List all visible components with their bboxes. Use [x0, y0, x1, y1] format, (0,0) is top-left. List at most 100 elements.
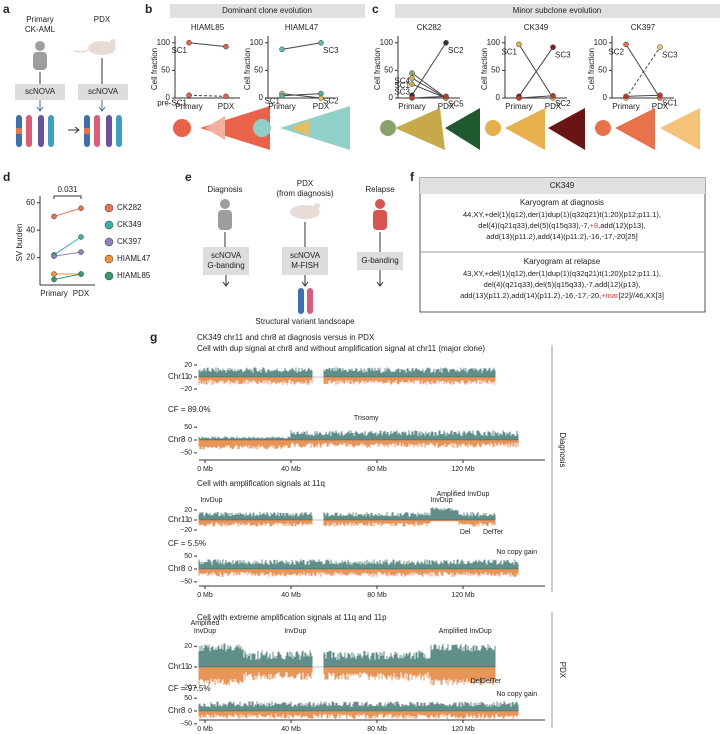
karyotype-line: del(4)(q21q33),del(5)(q15q33),-7,add(12)…: [484, 280, 641, 289]
header: Dominant clone evolution: [222, 6, 312, 15]
data-point: [279, 93, 285, 99]
legend-marker: [104, 220, 114, 230]
data-point: [78, 249, 84, 255]
y-axis-label: Cell fraction: [150, 48, 159, 90]
legend-label: CK349: [117, 220, 142, 229]
series-line: [411, 42, 447, 96]
chart-title: CK349: [524, 23, 549, 32]
y-tick-label: 40: [26, 225, 35, 234]
series-line: [625, 46, 661, 99]
series-label: SC3: [555, 50, 571, 59]
karyotype-line: 44,XY,+del(1)(q12),der(1)dup(1)(q32q21)t…: [463, 210, 661, 219]
series-line: [411, 95, 447, 99]
legend-label: HIAML85: [117, 271, 151, 280]
table-header: CK349: [550, 181, 575, 190]
box-label: G-banding: [207, 261, 244, 270]
data-point: [409, 95, 415, 101]
header: Minor subclone evolution: [513, 6, 602, 15]
annotation: DelTer: [483, 529, 504, 536]
cf-label: CF = 89.0%: [168, 405, 210, 414]
series-label: SC1: [501, 48, 517, 57]
y-axis-label: Cell fraction: [373, 48, 382, 90]
box-label: scNOVA: [290, 251, 321, 260]
karyotype-text: add(13)(p11.2),add(14)(p11.2),-16,-17,-2…: [460, 291, 601, 300]
cf-label: CF = 97.5%: [168, 684, 210, 693]
x-tick-label: PDX: [73, 289, 90, 298]
x-tick-label: Primary: [505, 102, 533, 111]
y-tick-label: 0: [259, 93, 264, 102]
data-point: [223, 93, 229, 100]
series-line: [281, 93, 322, 99]
karyotype-line: add(13)(p11.2),add(14)(p11.2),-16,-17,-2…: [460, 291, 664, 300]
coverage-down: [198, 377, 496, 385]
series-label: SC3: [323, 46, 339, 55]
data-point: [78, 205, 84, 211]
series-line: [53, 207, 82, 217]
y-tick-label: 0: [188, 708, 192, 715]
side-label: PDX: [558, 662, 567, 679]
panel-label: a: [3, 2, 10, 16]
header-band: [395, 4, 720, 18]
coverage-up: [198, 559, 519, 569]
label: Relapse: [365, 185, 395, 194]
box-label: G-banding: [361, 256, 398, 265]
y-tick-label: 50: [184, 553, 192, 560]
data-point: [186, 92, 192, 98]
data-point: [409, 81, 415, 87]
panel-label: f: [410, 170, 415, 184]
legend-marker: [104, 254, 114, 264]
x-tick-label: 80 Mb: [367, 726, 387, 733]
karyotype-line: del(4)(q21q33),del(5)(q15q33),-7,+8,add(…: [478, 221, 645, 230]
data-point: [657, 44, 663, 50]
series-label: SC5: [448, 99, 464, 108]
y-tick-label: 50: [491, 65, 500, 74]
series-line: [625, 94, 661, 97]
cell-title: Cell with amplification signals at 11q: [197, 479, 325, 488]
y-tick-label: 0: [188, 566, 192, 573]
box-label: M-FISH: [291, 261, 319, 270]
coverage-up: [198, 367, 496, 377]
track-label: Chr8: [168, 435, 186, 444]
panel-label: c: [372, 2, 379, 16]
annotation: No copy gain: [496, 549, 537, 556]
block-title: Karyogram at diagnosis: [520, 198, 604, 207]
series-label: SC2: [448, 46, 464, 55]
title: CK349 chr11 and chr8 at diagnosis versus…: [197, 333, 375, 342]
cf-label: CF = 5.5%: [168, 539, 206, 548]
karyotype-text: add(13)(p11.2),add(14)(p11.2),-16,-17,-2…: [486, 232, 637, 241]
series-line: [411, 77, 447, 99]
series-label: SC1: [264, 97, 280, 106]
coverage-down: [198, 711, 519, 719]
annotation: Amplified InvDup: [439, 628, 492, 635]
data-point: [409, 75, 415, 81]
y-tick-label: 100: [250, 38, 264, 47]
y-axis-label: SV burden: [15, 224, 24, 262]
x-tick-label: 0 Mb: [197, 466, 213, 473]
x-tick-label: Primary: [398, 102, 426, 111]
series-line: [53, 251, 82, 257]
box-label: scNOVA: [211, 251, 242, 260]
data-point: [78, 234, 84, 240]
x-tick-label: Primary: [268, 102, 296, 111]
y-tick-label: 100: [594, 38, 608, 47]
coverage-down: [198, 440, 519, 450]
label: CK-AML: [25, 25, 56, 34]
annotation: No copy gain: [496, 691, 537, 698]
box-label: scNOVA: [88, 87, 119, 96]
panel-label: b: [145, 2, 152, 16]
series-line: [53, 273, 82, 281]
y-tick-label: 60: [26, 198, 35, 207]
coverage-down: [198, 667, 496, 686]
karyotype-text: ,add(12)(p13),: [598, 221, 646, 230]
karyotype-line: add(13)(p11.2),add(14)(p11.2),-16,-17,-2…: [486, 232, 637, 241]
chart-title: CK282: [417, 23, 442, 32]
data-point: [318, 40, 324, 46]
x-tick-label: 40 Mb: [281, 592, 301, 599]
cell-title: Cell with dup signal at chr8 and without…: [197, 344, 485, 353]
data-point: [516, 95, 522, 101]
y-tick-label: 0: [389, 93, 394, 102]
x-tick-label: 40 Mb: [281, 466, 301, 473]
fish-plots: [173, 106, 700, 150]
data-point: [51, 253, 57, 259]
